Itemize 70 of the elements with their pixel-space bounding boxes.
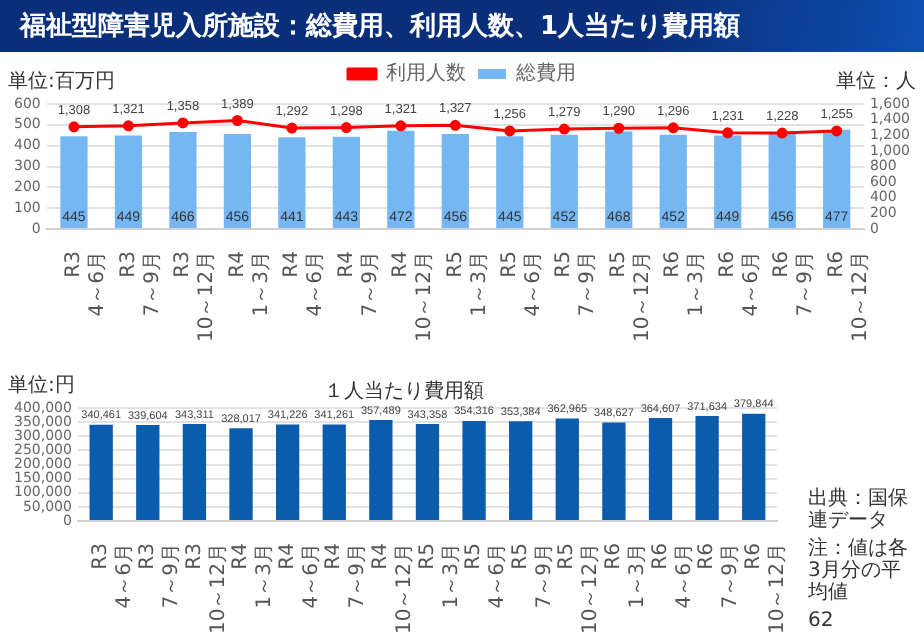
bar — [462, 420, 486, 521]
bar — [182, 424, 207, 521]
x-tick-label: R6 7～9月 — [696, 543, 743, 609]
point — [831, 125, 843, 137]
x-tick-label: R3 7～9月 — [137, 543, 183, 609]
point — [122, 120, 134, 132]
point — [558, 123, 570, 135]
point — [340, 122, 352, 134]
x-tick-label: R5 7～9月 — [509, 543, 556, 609]
x-tick-label: R5 1～3月 — [416, 543, 463, 609]
x-tick-label: R4 7～9月 — [323, 543, 370, 609]
point — [177, 117, 189, 129]
x-tick-label: R3 10～12月 — [172, 251, 219, 343]
x-tick-label: R6 10～12月 — [742, 543, 789, 635]
x-tick-label: R5 10～12月 — [607, 251, 654, 343]
x-tick-label: R4 10～12月 — [370, 543, 417, 635]
y-axis-title: 単位:円 — [8, 373, 75, 398]
x-tick-label: R4 1～3月 — [230, 543, 277, 609]
bar — [555, 418, 579, 521]
y-axis-title: 単位:百万円 — [8, 69, 115, 94]
x-tick-label: R5 10～12月 — [556, 543, 603, 635]
bar — [602, 422, 626, 521]
bar — [136, 425, 160, 521]
x-tick-label: R3 7～9月 — [117, 251, 164, 317]
bar — [229, 428, 253, 521]
x-tick-label: R5 1～3月 — [444, 251, 491, 317]
x-tick-label: R3 4～6月 — [90, 543, 137, 609]
x-tick-label: R6 7～9月 — [771, 251, 818, 317]
bar — [742, 413, 766, 521]
x-tick-label: R3 4～6月 — [63, 251, 110, 317]
text: 62 — [808, 610, 836, 632]
point — [776, 127, 788, 139]
point — [231, 115, 243, 126]
point — [449, 119, 461, 131]
bar — [415, 424, 440, 521]
x-tick-label: R4 4～6月 — [281, 251, 328, 317]
x-tick-label: R6 4～6月 — [649, 543, 696, 609]
point — [395, 120, 407, 132]
bar — [509, 421, 533, 521]
source-note: 出典：国保連データ — [808, 488, 910, 532]
bar — [322, 424, 346, 521]
point — [667, 122, 679, 134]
bar — [275, 424, 300, 521]
x-tick-label: R3 10～12月 — [183, 543, 230, 635]
bar — [89, 424, 113, 521]
legend-label: 利用人数 — [386, 61, 466, 86]
point — [613, 122, 625, 134]
x-tick-label: R6 1～3月 — [603, 543, 650, 609]
x-tick-label: R6 10～12月 — [825, 251, 872, 343]
x-tick-label: R6 4～6月 — [716, 251, 763, 317]
bar — [695, 416, 719, 521]
x-tick-label: R4 7～9月 — [335, 251, 382, 317]
x-tick-label: R4 1～3月 — [226, 251, 273, 317]
point — [504, 125, 516, 137]
point — [68, 121, 80, 133]
bar — [648, 418, 673, 521]
point — [286, 122, 298, 134]
x-tick-label: R5 4～6月 — [498, 251, 545, 317]
text: 注：値は各3月分の平均値 — [808, 538, 910, 604]
x-tick-label: R6 1～3月 — [662, 251, 709, 317]
bar — [369, 420, 393, 521]
x-tick-label: R5 7～9月 — [553, 251, 600, 317]
x-tick-label: R4 10～12月 — [390, 251, 437, 343]
chart-title: 福祉型障害児入所施設：総費用、利用人数、1人当たり費用額 — [0, 0, 924, 52]
point — [722, 127, 734, 139]
y2-axis-title: 単位：人 — [836, 69, 916, 94]
chart-title: １人当たり費用額 — [324, 379, 484, 404]
x-tick-label: R5 4～6月 — [463, 543, 510, 609]
x-tick-label: R4 4～6月 — [276, 543, 323, 609]
legend-label: 総費用 — [514, 61, 576, 86]
